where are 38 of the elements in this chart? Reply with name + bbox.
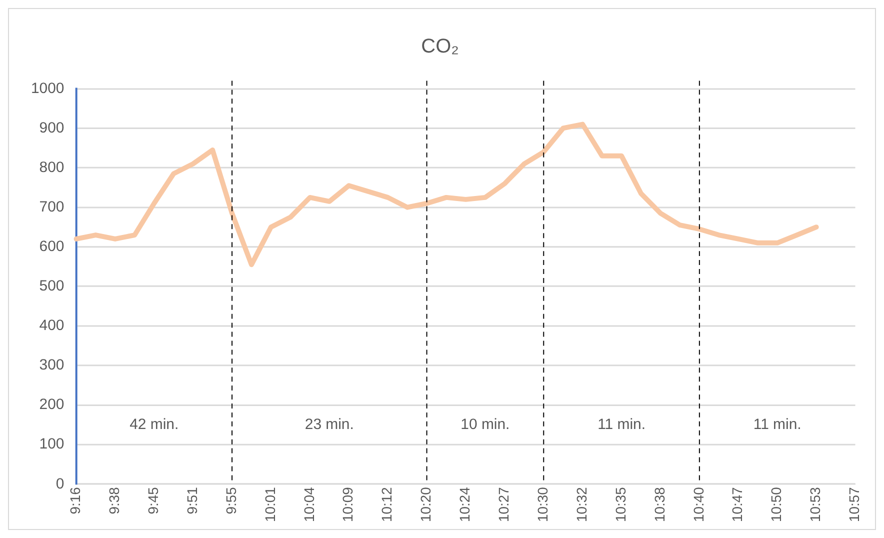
y-tick-label: 200 [39, 396, 64, 414]
x-tick-label: 10:30 [534, 486, 550, 522]
x-tick-label: 10:35 [612, 486, 628, 522]
x-tick-label: 10:47 [729, 486, 746, 522]
y-tick-label: 100 [39, 436, 64, 453]
x-tick-label: 9:45 [144, 486, 161, 514]
x-tick-label: 10:09 [340, 486, 356, 522]
annotation: 10 min. [460, 416, 510, 433]
x-tick-label: 10:32 [573, 486, 590, 522]
y-tick-label: 0 [56, 475, 64, 492]
x-tick-label: 9:51 [184, 486, 200, 514]
x-tick-label: 10:40 [690, 486, 706, 522]
x-tick-label: 9:38 [106, 486, 122, 514]
x-tick-label: 10:01 [262, 486, 278, 522]
x-tick-label: 10:12 [378, 486, 395, 522]
y-tick-label: 700 [39, 198, 64, 216]
y-tick-label: 800 [39, 158, 64, 176]
y-tick-label: 300 [39, 356, 64, 374]
y-tick-label: 500 [39, 278, 64, 295]
y-tick-label: 400 [39, 317, 64, 334]
y-tick-label: 1000 [30, 80, 64, 97]
annotation: 11 min. [753, 416, 802, 433]
x-tick-label: 9:16 [67, 486, 84, 514]
x-tick-label: 10:57 [846, 486, 862, 522]
x-tick-label: 10:27 [496, 486, 512, 522]
y-tick-label: 600 [39, 238, 64, 255]
x-tick-label: 10:50 [768, 486, 784, 522]
annotation: 42 min. [130, 416, 179, 433]
x-tick-label: 10:04 [300, 486, 317, 522]
x-tick-label: 10:24 [456, 486, 473, 522]
x-tick-label: 10:38 [651, 486, 668, 522]
annotation: 11 min. [598, 416, 646, 433]
y-tick-label: 900 [39, 119, 64, 136]
chart-title: CO₂ [421, 35, 459, 58]
x-tick-label: 9:55 [222, 486, 239, 514]
annotation: 23 min. [304, 416, 354, 433]
x-tick-label: 10:53 [807, 486, 824, 522]
x-tick-label: 10:20 [418, 486, 434, 522]
